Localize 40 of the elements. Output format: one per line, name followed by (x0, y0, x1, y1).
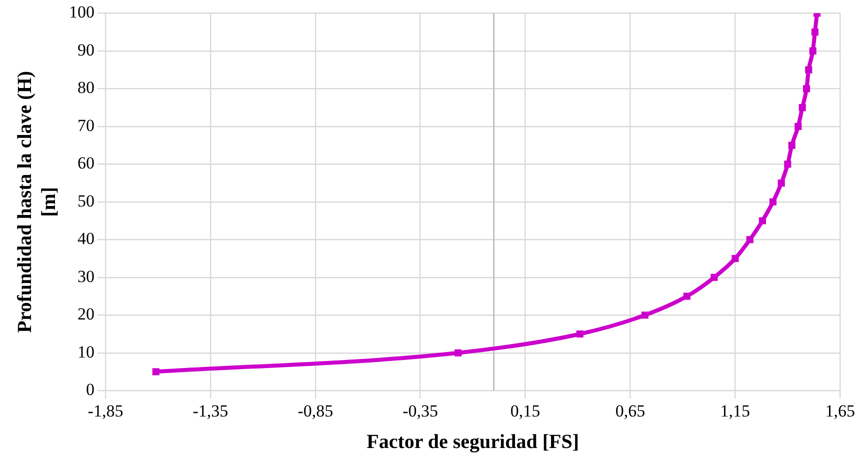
x-tick-label: 1,65 (825, 401, 855, 420)
point (454, 349, 462, 356)
point (784, 160, 792, 168)
point (576, 330, 584, 338)
y-tick-label: 20 (78, 304, 94, 324)
y-tick-label: 80 (78, 78, 94, 98)
point (746, 236, 754, 244)
y-tick-label: 60 (78, 154, 94, 173)
point (803, 85, 810, 92)
x-tick-label: -0,35 (402, 401, 438, 420)
point (732, 254, 739, 262)
point (758, 217, 766, 224)
point (811, 28, 818, 36)
x-tick-label: -0,85 (298, 401, 334, 420)
point (778, 179, 785, 187)
y-tick-label: 40 (78, 229, 94, 248)
point (683, 292, 690, 300)
y-tick-label: 0 (86, 380, 94, 400)
y-tick-label: 50 (78, 191, 94, 210)
x-tick-label: -1,85 (88, 401, 124, 420)
y-tick-label: 100 (69, 2, 94, 22)
point (794, 122, 802, 130)
y-tick-label: 10 (78, 342, 94, 362)
point (809, 47, 816, 54)
point (798, 104, 806, 112)
x-tick-label: 0,65 (615, 401, 646, 420)
x-axis-title: Factor de seguridad [FS] (366, 431, 580, 454)
y-tick-label: 70 (78, 116, 94, 135)
x-tick-label: 0,15 (510, 401, 540, 420)
x-tick-label: 1,15 (720, 401, 750, 420)
x-tick-label: -1,35 (192, 401, 228, 420)
y-tick-label: 30 (78, 266, 94, 286)
point (769, 198, 776, 206)
point (788, 142, 796, 149)
y-axis-title: Profundidad hasta la clave (H) [m] (14, 70, 60, 333)
point (152, 368, 160, 376)
point (805, 66, 812, 74)
point (641, 312, 648, 319)
point (710, 274, 718, 281)
y-tick-label: 90 (78, 40, 94, 60)
